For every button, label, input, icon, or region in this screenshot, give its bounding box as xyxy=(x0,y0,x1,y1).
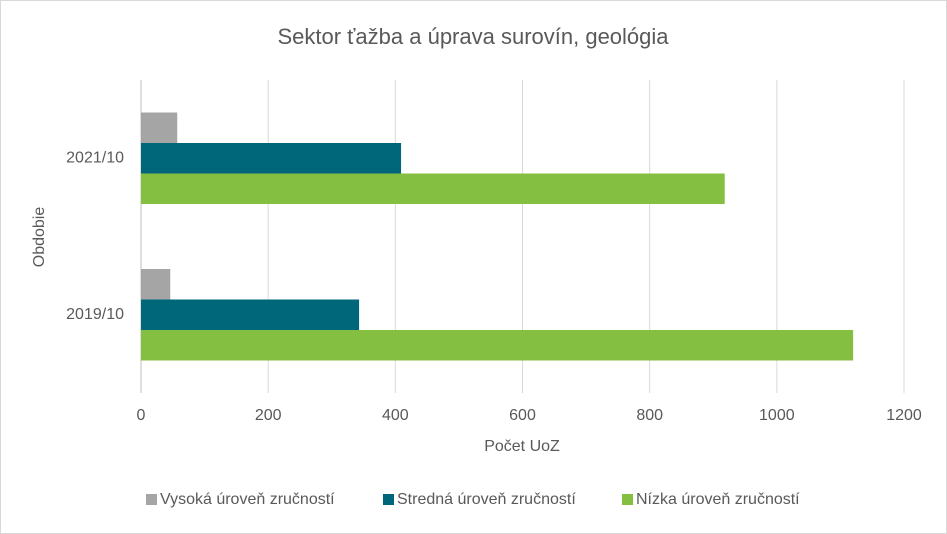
bar xyxy=(141,269,171,300)
chart-title: Sektor ťažba a úprava surovín, geológia xyxy=(277,24,669,49)
x-tick-label: 1000 xyxy=(759,407,795,424)
y-tick-label: 2021/10 xyxy=(66,149,124,166)
legend-label: Nízka úroveň zručností xyxy=(636,491,800,508)
x-tick-label: 400 xyxy=(382,407,409,424)
y-tick-label: 2019/10 xyxy=(66,306,124,323)
x-axis-label: Počet UoZ xyxy=(484,438,560,455)
x-tick-label: 0 xyxy=(137,407,146,424)
bar xyxy=(141,299,360,330)
legend-label: Vysoká úroveň zručností xyxy=(160,491,335,508)
bar xyxy=(141,173,725,204)
legend-label: Stredná úroveň zručností xyxy=(397,491,576,508)
bar xyxy=(141,112,178,143)
x-tick-label: 600 xyxy=(509,407,536,424)
legend-swatch xyxy=(383,494,394,505)
x-tick-label: 200 xyxy=(255,407,282,424)
bar xyxy=(141,143,402,174)
legend-swatch xyxy=(622,494,633,505)
x-tick-label: 1200 xyxy=(886,407,922,424)
bar xyxy=(141,330,854,361)
legend-swatch xyxy=(146,494,157,505)
x-tick-label: 800 xyxy=(636,407,663,424)
y-axis-label: Obdobie xyxy=(31,207,48,268)
